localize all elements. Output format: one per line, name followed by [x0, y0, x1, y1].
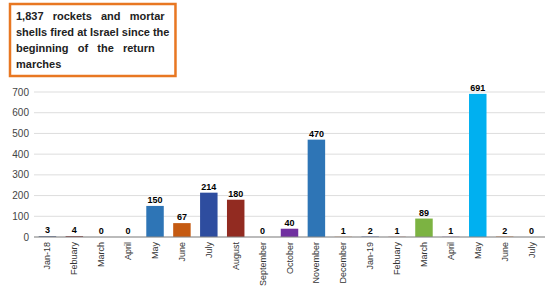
x-tick-label: Febuary	[392, 242, 402, 276]
x-tick-label: Jan-18	[42, 242, 52, 270]
data-label: 0	[260, 226, 265, 236]
data-label: 1	[341, 226, 346, 236]
grid-line	[34, 195, 545, 196]
bar	[469, 94, 486, 237]
x-tick-label: July	[527, 242, 537, 259]
x-tick-label: July	[204, 242, 214, 259]
y-tick-label: 600	[12, 107, 29, 118]
data-label: 67	[177, 212, 187, 222]
data-label: 150	[148, 195, 163, 205]
bar	[173, 223, 190, 237]
x-tick-label: Jan-19	[365, 242, 375, 270]
y-tick-label: 300	[12, 169, 29, 180]
grid-line	[34, 133, 545, 134]
data-label: 40	[284, 218, 294, 228]
data-label: 691	[470, 83, 485, 93]
x-tick-label: May	[473, 242, 483, 260]
data-label: 2	[368, 226, 373, 236]
x-tick-label: August	[231, 242, 241, 271]
x-tick-label: June	[500, 242, 510, 262]
grid-line	[34, 154, 545, 155]
y-tick-label: 500	[12, 128, 29, 139]
x-axis: Jan-18 Febuary March April May June July August…	[42, 242, 536, 287]
y-tick-label: 100	[12, 211, 29, 222]
data-label: 470	[309, 129, 324, 139]
data-label: 0	[99, 226, 104, 236]
x-tick-label: June	[177, 242, 187, 262]
annotation-group: 1,837 rockets and mortar shells fired at …	[10, 4, 175, 76]
data-label: 1	[448, 226, 453, 236]
data-label: 0	[529, 226, 534, 236]
grid-line	[34, 112, 545, 113]
x-tick-label: September	[258, 242, 268, 286]
data-label: 4	[72, 225, 77, 235]
x-tick-label: November	[311, 242, 321, 284]
x-tick-label: April	[123, 242, 133, 260]
chart-container: 1,837 rockets and mortar shells fired at …	[0, 0, 555, 297]
annotation-line: 1,837 rockets and mortar	[16, 10, 165, 22]
x-tick-label: October	[285, 242, 295, 274]
bar	[200, 193, 217, 237]
bar	[227, 200, 244, 237]
annotation: 1,837 rockets and mortar shells fired at …	[16, 10, 169, 70]
grid-line	[34, 174, 545, 175]
chart-svg: 1,837 rockets and mortar shells fired at …	[0, 0, 555, 297]
data-label: 180	[228, 189, 243, 199]
annotation-line: shells fired at Israel since the	[16, 26, 169, 38]
annotation-line: beginning of the return	[16, 42, 155, 54]
bars	[39, 94, 514, 237]
y-tick-label: 700	[12, 87, 29, 98]
y-axis: 0100200300400500600700	[12, 87, 545, 243]
x-tick-label: March	[419, 242, 429, 267]
y-tick-label: 200	[12, 190, 29, 201]
data-label: 3	[45, 225, 50, 235]
data-label: 214	[201, 182, 216, 192]
x-tick-label: May	[150, 242, 160, 260]
x-axis-line	[34, 237, 545, 238]
annotation-box	[10, 4, 175, 76]
bar	[146, 206, 163, 237]
y-tick-label: 0	[23, 232, 29, 243]
y-tick-label: 400	[12, 149, 29, 160]
grid-line	[34, 237, 545, 238]
grid-line	[34, 92, 545, 93]
x-tick-label: Febuary	[69, 242, 79, 276]
bar	[281, 229, 298, 237]
grid-line	[34, 216, 545, 217]
data-label: 89	[419, 208, 429, 218]
x-tick-label: April	[446, 242, 456, 260]
annotation-line: marches	[16, 58, 61, 70]
bar	[308, 140, 325, 237]
data-label: 1	[395, 226, 400, 236]
data-labels: 34001506721418004047012189169120	[45, 83, 534, 236]
data-label: 0	[126, 226, 131, 236]
x-tick-label: December	[338, 242, 348, 284]
data-label: 2	[502, 226, 507, 236]
x-tick-label: March	[96, 242, 106, 267]
bar	[415, 219, 432, 237]
